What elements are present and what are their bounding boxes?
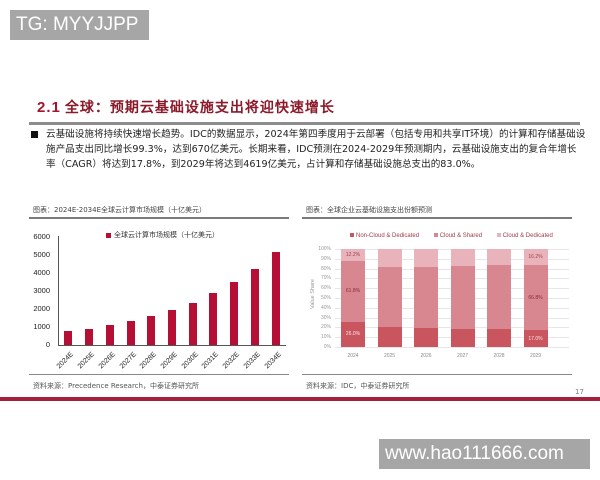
legend-swatch (433, 233, 438, 238)
segment-top: 12.2% (341, 249, 365, 261)
segment-mid (377, 266, 402, 328)
stacked-bar-2028 (487, 249, 511, 347)
watermark-bottom: www.hao111666.com (379, 439, 590, 469)
x-axis (58, 345, 286, 346)
x-tick: 2027 (456, 353, 469, 359)
segment-top (414, 249, 438, 267)
bar-2030E (188, 302, 197, 345)
page-number: 17 (575, 388, 584, 396)
legend-item-cloud-dedicated: Cloud & Dedicated (496, 233, 553, 239)
right-source-divider (302, 374, 572, 375)
gridline (335, 347, 569, 348)
stacked-bar-2025 (377, 249, 402, 347)
x-tick: 2025 (383, 353, 396, 359)
legend-swatch (496, 233, 501, 238)
segment-mid (450, 265, 475, 330)
bar-2033E (250, 269, 259, 345)
stacked-bar-2024: 12.2% 61.8% 26.0% (341, 249, 365, 347)
y-tick: 30% (320, 314, 331, 321)
bar-2027E (126, 321, 135, 345)
x-tick: 2029 (529, 353, 542, 359)
segment-bot: 26.0% (341, 321, 365, 347)
section-title: 2.1 全球：预期云基础设施支出将迎快速增长 (37, 97, 335, 117)
legend-swatch (106, 232, 111, 238)
stacked-bar-2026 (414, 249, 438, 347)
legend-item-non-cloud: Non-Cloud & Dedicated (350, 233, 419, 239)
segment-top (487, 249, 511, 266)
bar-2032E (230, 282, 239, 345)
right-figure-caption: 图表：全球企业云基础设施支出份额预测 (306, 206, 432, 214)
segment-bot (487, 329, 511, 347)
segment-bot (377, 327, 402, 347)
watermark-top: TG: MYYJJPP (10, 10, 149, 40)
segment-mid (487, 265, 511, 330)
y-tick: 40% (320, 304, 331, 311)
y-tick: 10% (320, 334, 331, 341)
bar-2029E (168, 309, 176, 345)
cloud-market-bar-chart: 全球云计算市场规模（十亿美元） 6000 5000 4000 3000 2000… (20, 228, 290, 370)
y-tick: 5000 (33, 250, 50, 259)
section-number: 2.1 (37, 99, 61, 116)
segment-mid: 66.8% (523, 264, 548, 331)
bar-2028E (147, 316, 156, 345)
y-axis (58, 236, 59, 346)
segment-mid: 61.8% (341, 260, 365, 322)
segment-mid (414, 266, 438, 329)
segment-top: 16.2% (523, 249, 548, 265)
title-divider (29, 122, 580, 125)
segment-top (450, 249, 475, 266)
y-tick: 70% (320, 275, 331, 282)
right-caption-divider (302, 217, 572, 219)
bar-2025E (85, 328, 94, 345)
y-tick: 20% (320, 324, 331, 331)
stacked-bar-2027 (450, 249, 475, 347)
cloud-share-stacked-chart: Non-Cloud & Dedicated Cloud & Shared Clo… (305, 228, 590, 368)
left-source-divider (29, 374, 289, 375)
bar-2026E (105, 325, 114, 345)
x-tick: 2024 (347, 353, 359, 359)
legend-swatch (350, 233, 354, 238)
x-tick: 2028 (493, 353, 505, 359)
y-tick: 1000 (33, 322, 50, 331)
y-tick: 0 (45, 340, 50, 349)
left-figure-source: 资料来源：Precedence Research，中泰证券研究所 (33, 382, 199, 390)
y-tick: 2000 (33, 304, 50, 313)
segment-bot (450, 329, 475, 347)
bar-2024E (64, 331, 73, 345)
bar-2034E (271, 252, 280, 345)
footer-band (0, 397, 600, 401)
y-tick: 80% (320, 265, 331, 272)
segment-top (377, 249, 402, 267)
segment-bot (414, 328, 438, 347)
x-tick: 2026 (420, 353, 432, 359)
bar-2031E (209, 293, 218, 345)
segment-bot: 17.0% (523, 330, 548, 347)
section-title-text: 全球：预期云基础设施支出将迎快速增长 (64, 100, 335, 116)
y-tick: 100% (318, 246, 331, 252)
y-tick: 3000 (33, 286, 50, 295)
y-tick: 50% (320, 295, 331, 301)
y-tick: 90% (320, 255, 331, 262)
y-tick: 4000 (33, 268, 50, 277)
left-caption-divider (29, 217, 289, 219)
right-figure-source: 资料来源：IDC，中泰证券研究所 (306, 382, 410, 390)
y-tick: 6000 (33, 232, 50, 241)
left-figure-caption: 图表：2024E-2034E全球云计算市场规模（十亿美元） (33, 206, 206, 214)
bullet-paragraph: 云基础设施将持续快速增长趋势。IDC的数据显示，2024年第四季度用于云部署（包… (31, 127, 586, 172)
bullet-square-icon (31, 131, 38, 138)
stacked-bar-2029: 16.2% 66.8% 17.0% (523, 249, 548, 347)
y-tick: 60% (320, 285, 331, 292)
y-tick: 0% (323, 344, 331, 350)
legend-item-cloud-shared: Cloud & Shared (433, 233, 482, 239)
chart-legend: 全球云计算市场规模（十亿美元） (106, 230, 219, 240)
bullet-text: 云基础设施将持续快速增长趋势。IDC的数据显示，2024年第四季度用于云部署（包… (46, 129, 586, 170)
legend-label: 全球云计算市场规模（十亿美元） (114, 231, 219, 239)
chart-legend: Non-Cloud & Dedicated Cloud & Shared Clo… (350, 233, 566, 239)
